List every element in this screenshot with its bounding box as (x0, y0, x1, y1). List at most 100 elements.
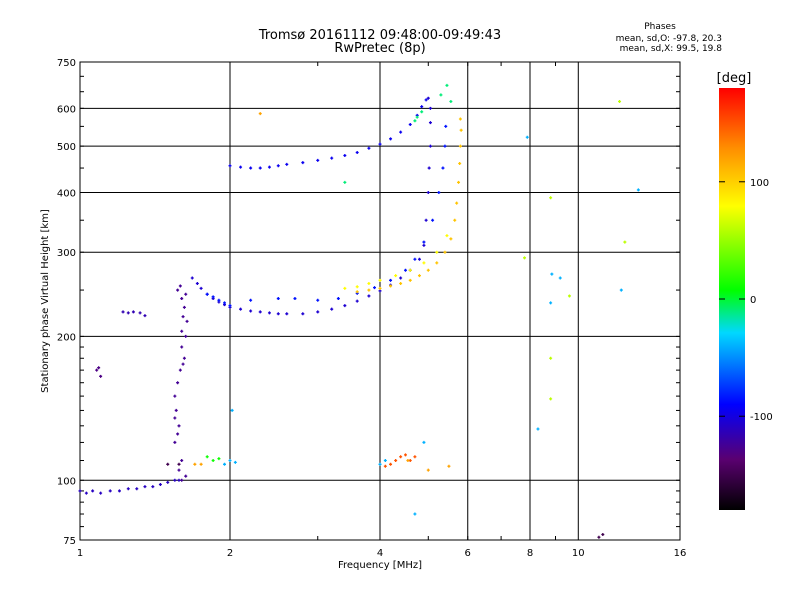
x-tick-label: 4 (377, 548, 383, 559)
colorbar-tick-label: 100 (750, 178, 769, 189)
data-point (443, 144, 447, 148)
data-point (258, 310, 262, 314)
data-point (367, 288, 371, 292)
data-point (258, 112, 262, 116)
data-point (422, 440, 426, 444)
y-tick-label: 400 (57, 188, 76, 199)
data-point (181, 315, 185, 319)
data-point (355, 285, 359, 289)
data-point (151, 485, 155, 489)
data-point (394, 274, 398, 278)
data-point (458, 144, 462, 148)
data-point (173, 440, 177, 444)
x-tick-label: 8 (527, 548, 533, 559)
data-point (166, 480, 170, 484)
y-tick-label: 75 (63, 536, 76, 547)
data-point (205, 455, 209, 459)
chart-subtitle: RwPretec (8p) (334, 41, 425, 56)
data-point (184, 334, 188, 338)
x-tick-label: 6 (465, 548, 471, 559)
y-tick-label: 500 (57, 142, 76, 153)
data-point (389, 462, 393, 466)
data-point (399, 455, 403, 459)
data-point (435, 261, 439, 265)
data-point (426, 96, 430, 100)
data-point (422, 240, 426, 244)
data-point (143, 314, 147, 318)
data-point (403, 453, 407, 457)
data-point (399, 130, 403, 134)
data-point (249, 166, 253, 170)
data-point (426, 268, 430, 272)
data-point (389, 284, 393, 288)
data-point (176, 288, 180, 292)
data-point (431, 218, 435, 222)
data-point (249, 298, 253, 302)
data-point (177, 478, 181, 482)
data-point (330, 307, 334, 311)
data-point (601, 533, 605, 537)
data-point (408, 268, 412, 272)
data-point (422, 261, 426, 265)
data-point (182, 356, 186, 360)
y-tick-label: 600 (57, 104, 76, 115)
phase-info-header: Phases (644, 22, 676, 32)
data-point (267, 165, 271, 169)
data-point (126, 487, 130, 491)
data-point (408, 123, 412, 127)
data-point (135, 487, 139, 491)
data-point (444, 124, 448, 128)
data-point (174, 408, 178, 412)
data-point (330, 156, 334, 160)
data-point (285, 312, 289, 316)
data-point (233, 460, 237, 464)
data-point (176, 381, 180, 385)
data-point (199, 462, 203, 466)
data-point (166, 462, 170, 466)
data-point (182, 305, 186, 309)
data-point (97, 366, 101, 370)
data-point (399, 276, 403, 280)
data-point (422, 243, 426, 247)
data-point (378, 278, 382, 282)
x-tick-label: 10 (572, 548, 585, 559)
data-point (355, 150, 359, 154)
x-axis-ticks: 1 2 4 6 8 10 16 (77, 62, 686, 559)
data-point (205, 292, 209, 296)
data-point (95, 368, 99, 372)
data-point (143, 485, 147, 489)
data-point (417, 257, 421, 261)
data-point (176, 432, 180, 436)
data-point (449, 237, 453, 241)
y-axis-ticks: 75 100 200 300 400 500 600 750 (57, 58, 680, 547)
data-point (230, 408, 234, 412)
data-point (223, 462, 227, 466)
data-point (428, 121, 432, 125)
data-point (567, 294, 571, 298)
data-point (549, 301, 553, 305)
data-point (458, 161, 462, 165)
colorbar-label: [deg] (717, 71, 752, 86)
data-point (420, 105, 424, 109)
data-point (249, 309, 253, 313)
data-point (190, 276, 194, 280)
data-point (276, 164, 280, 168)
data-point (367, 146, 371, 150)
data-point (293, 297, 297, 301)
data-point (343, 304, 347, 308)
data-point (525, 135, 529, 139)
data-point (199, 286, 203, 290)
data-point (211, 295, 215, 299)
data-point (424, 218, 428, 222)
data-point (355, 299, 359, 303)
data-point (173, 394, 177, 398)
data-points (78, 83, 640, 539)
data-point (443, 250, 447, 254)
data-point (373, 286, 377, 290)
data-point (343, 154, 347, 158)
x-tick-label: 1 (77, 548, 83, 559)
phase-info-x: mean, sd,X: 99.5, 19.8 (620, 44, 723, 54)
data-point (447, 464, 451, 468)
data-point (178, 368, 182, 372)
